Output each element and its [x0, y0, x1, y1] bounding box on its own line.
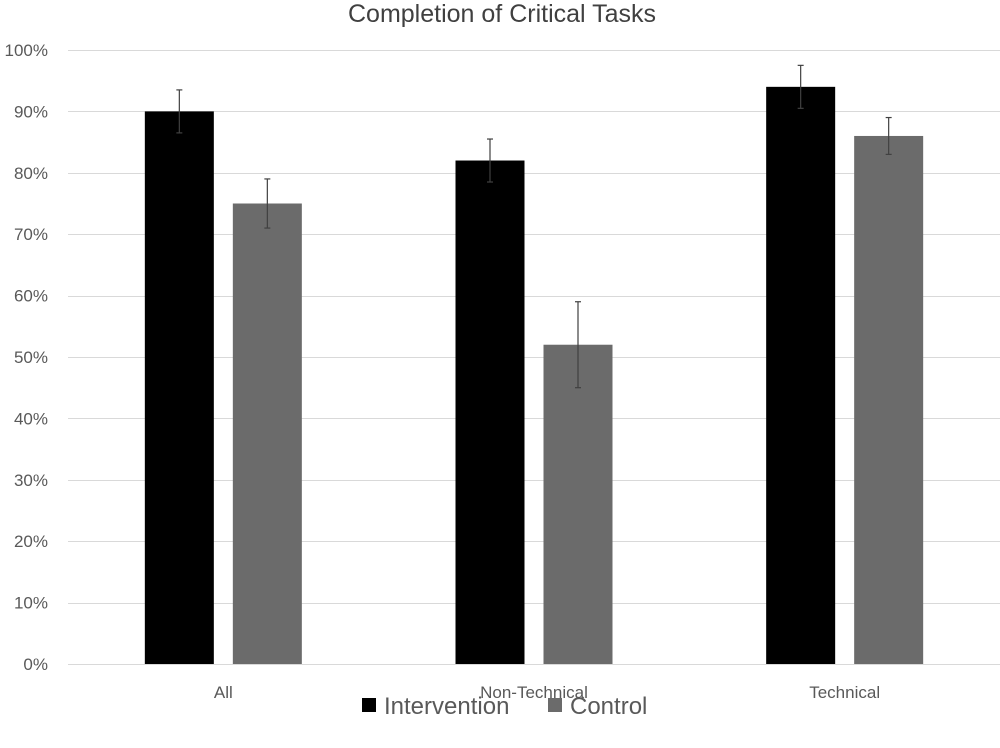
- legend-item-intervention: Intervention: [362, 693, 509, 720]
- y-tick-label: 20%: [14, 532, 48, 551]
- error-bar: [885, 116, 892, 155]
- legend-label: Control: [570, 693, 647, 720]
- error-bar: [487, 138, 493, 183]
- y-tick-label: 100%: [5, 41, 48, 60]
- legend-label: Intervention: [384, 693, 509, 720]
- legend-item-control: Control: [548, 693, 647, 720]
- gridlines: [68, 50, 1000, 665]
- y-tick-label: 10%: [14, 594, 48, 613]
- error-bar: [264, 178, 271, 229]
- y-tick-label: 0%: [23, 655, 48, 674]
- x-tick-label: All: [214, 683, 233, 702]
- x-axis-tick-labels: All Non-Technical Technical: [214, 683, 880, 702]
- y-tick-label: 80%: [14, 164, 48, 183]
- legend-swatch: [362, 698, 376, 712]
- bar-control-non-technical: [543, 344, 613, 664]
- y-tick-label: 70%: [14, 225, 48, 244]
- y-tick-label: 50%: [14, 348, 48, 367]
- legend: Intervention Control: [362, 693, 647, 720]
- error-bars: [176, 64, 892, 389]
- y-tick-label: 60%: [14, 287, 48, 306]
- bar-control-technical: [854, 135, 924, 664]
- x-tick-label: Non-Technical: [480, 683, 588, 702]
- bar-control-all: [232, 203, 302, 664]
- error-bar: [575, 301, 581, 389]
- error-bar: [797, 64, 804, 109]
- chart-title: Completion of Critical Tasks: [348, 0, 656, 28]
- legend-swatch: [548, 698, 562, 712]
- bars: [144, 86, 924, 665]
- y-tick-label: 40%: [14, 409, 48, 428]
- bar-intervention-all: [144, 111, 214, 664]
- error-bar: [176, 89, 183, 134]
- y-tick-label: 30%: [14, 471, 48, 490]
- x-tick-label: Technical: [809, 683, 880, 702]
- bar-intervention-technical: [766, 86, 836, 665]
- bar-intervention-non-technical: [455, 160, 525, 664]
- y-axis-tick-labels: 0% 10% 20% 30% 40% 50% 60% 70% 80% 90% 100%: [5, 41, 48, 674]
- y-tick-label: 90%: [14, 102, 48, 121]
